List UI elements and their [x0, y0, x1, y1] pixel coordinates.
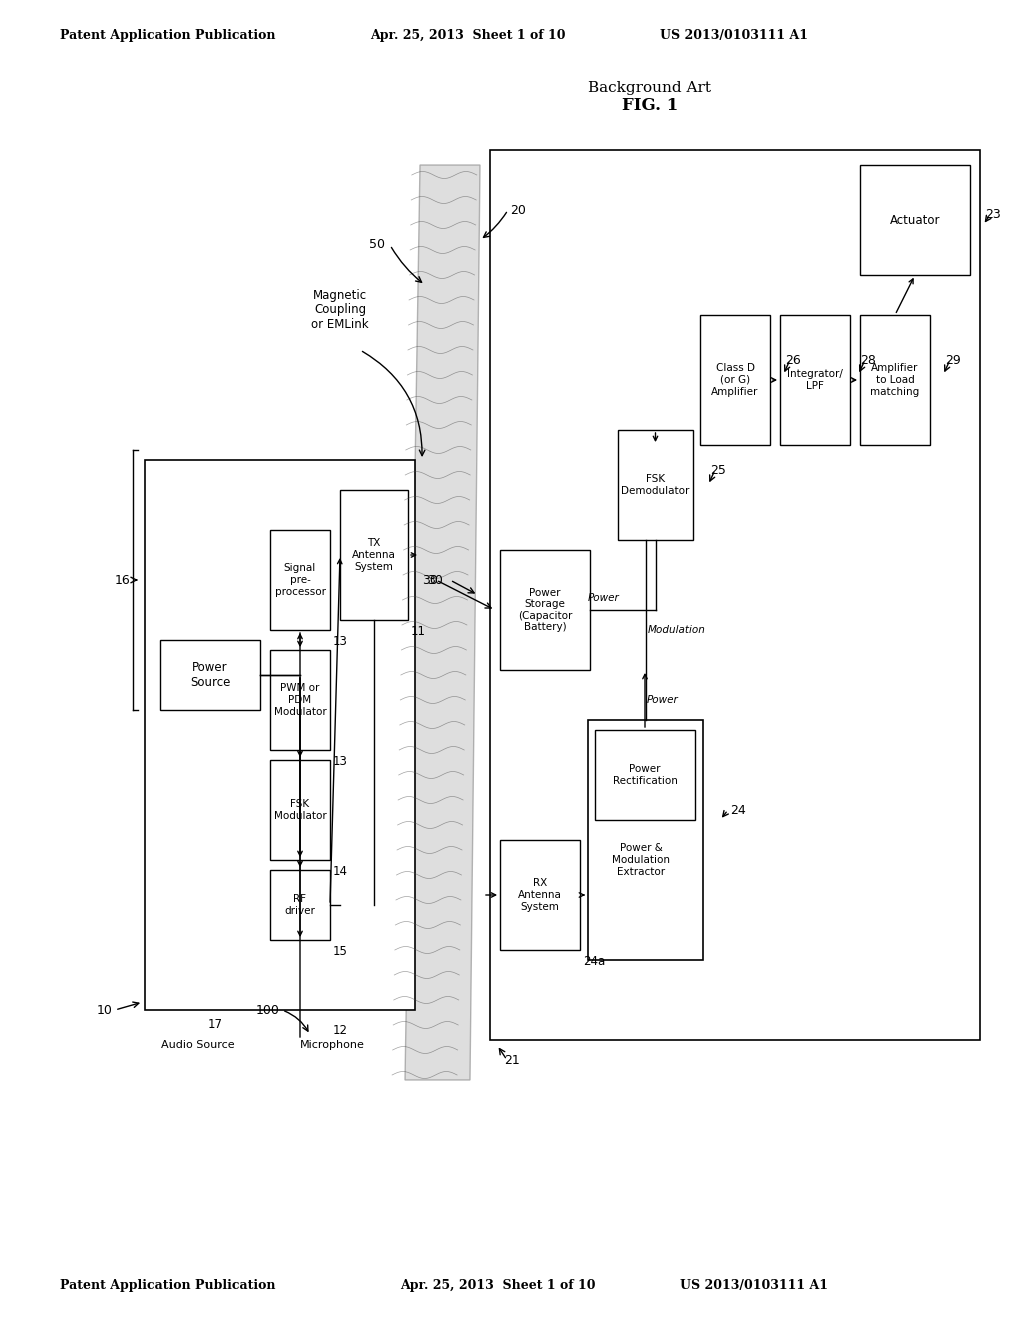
Text: Power
Source: Power Source	[189, 661, 230, 689]
Bar	[618, 430, 693, 540]
Text: Patent Application Publication: Patent Application Publication	[60, 1279, 275, 1291]
Text: RX
Antenna
System: RX Antenna System	[518, 878, 562, 912]
Text: Power
Storage
(Capacitor
Battery): Power Storage (Capacitor Battery)	[518, 587, 572, 632]
Text: 24a: 24a	[583, 954, 605, 968]
Text: Background Art: Background Art	[589, 81, 712, 95]
Text: 14: 14	[333, 865, 348, 878]
Text: Magnetic
Coupling
or EMLink: Magnetic Coupling or EMLink	[311, 289, 369, 331]
Bar	[270, 531, 330, 630]
Text: FIG. 1: FIG. 1	[622, 96, 678, 114]
Text: 25: 25	[710, 463, 726, 477]
Text: Integrator/
LPF: Integrator/ LPF	[787, 370, 843, 391]
Text: Signal
pre-
processor: Signal pre- processor	[274, 564, 326, 597]
Bar	[500, 550, 590, 671]
Text: 11: 11	[411, 624, 426, 638]
Text: 28: 28	[860, 354, 876, 367]
Text: 16: 16	[115, 573, 130, 586]
Text: Modulation: Modulation	[647, 624, 706, 635]
Bar	[700, 315, 770, 445]
Text: 30: 30	[422, 573, 438, 586]
Text: Power &
Modulation
Extractor: Power & Modulation Extractor	[612, 843, 670, 876]
Text: US 2013/0103111 A1: US 2013/0103111 A1	[660, 29, 808, 41]
Text: 23: 23	[985, 209, 1000, 222]
Text: Apr. 25, 2013  Sheet 1 of 10: Apr. 25, 2013 Sheet 1 of 10	[370, 29, 565, 41]
Text: 20: 20	[510, 203, 526, 216]
Bar	[860, 165, 970, 275]
Bar	[160, 640, 260, 710]
Text: FSK
Demodulator: FSK Demodulator	[622, 474, 690, 496]
Text: FSK
Modulator: FSK Modulator	[273, 799, 327, 821]
Text: 29: 29	[945, 354, 961, 367]
Text: Apr. 25, 2013  Sheet 1 of 10: Apr. 25, 2013 Sheet 1 of 10	[400, 1279, 596, 1291]
Text: 13: 13	[333, 635, 348, 648]
Polygon shape	[406, 165, 480, 1080]
Text: 17: 17	[208, 1019, 222, 1031]
Text: Class D
(or G)
Amplifier: Class D (or G) Amplifier	[712, 363, 759, 396]
Text: Audio Source: Audio Source	[162, 1040, 234, 1049]
Text: Microphone: Microphone	[300, 1040, 365, 1049]
Text: 15: 15	[333, 945, 348, 958]
Text: 100: 100	[256, 1003, 280, 1016]
Bar	[500, 840, 580, 950]
Text: Power: Power	[588, 593, 620, 603]
Bar	[780, 315, 850, 445]
Text: RF
driver: RF driver	[285, 894, 315, 916]
Text: Power
Rectification: Power Rectification	[612, 764, 678, 785]
Bar	[588, 719, 703, 960]
Text: 13: 13	[333, 755, 348, 768]
Bar	[490, 150, 980, 1040]
Text: TX
Antenna
System: TX Antenna System	[352, 539, 396, 572]
Text: 24: 24	[730, 804, 745, 817]
Bar	[270, 760, 330, 861]
Text: Power: Power	[647, 696, 679, 705]
Bar	[145, 459, 415, 1010]
Text: PWM or
PDM
Modulator: PWM or PDM Modulator	[273, 684, 327, 717]
Text: 26: 26	[785, 354, 801, 367]
Bar	[340, 490, 408, 620]
Text: 12: 12	[333, 1023, 347, 1036]
Text: Amplifier
to Load
matching: Amplifier to Load matching	[870, 363, 920, 396]
Text: 21: 21	[504, 1053, 520, 1067]
Text: 50: 50	[369, 239, 385, 252]
Bar	[270, 870, 330, 940]
Text: 10: 10	[97, 1003, 113, 1016]
Bar	[595, 730, 695, 820]
Text: US 2013/0103111 A1: US 2013/0103111 A1	[680, 1279, 828, 1291]
Bar	[270, 649, 330, 750]
Bar	[860, 315, 930, 445]
Text: Actuator: Actuator	[890, 214, 940, 227]
Text: Patent Application Publication: Patent Application Publication	[60, 29, 275, 41]
Text: 30: 30	[427, 573, 443, 586]
